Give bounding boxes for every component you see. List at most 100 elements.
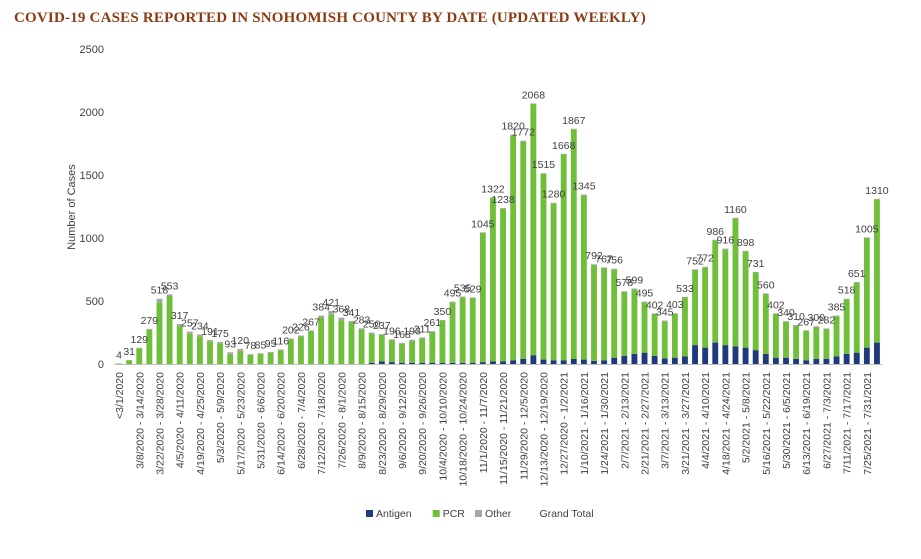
- bar-other: [308, 330, 314, 332]
- bar-other: [793, 324, 800, 326]
- data-label: 518: [151, 285, 169, 297]
- x-tick-label: 6/13/2021 - 6/19/2021: [801, 372, 813, 475]
- bar-antigen: [641, 352, 648, 364]
- x-tick-label: 3/22/2020 - 3/28/2020: [154, 372, 166, 475]
- bar-antigen: [671, 357, 678, 364]
- x-tick-label: 5/2/2021 - 5/8/2021: [741, 372, 753, 463]
- bar-antigen: [702, 347, 709, 364]
- bar-pcr: [853, 282, 860, 353]
- data-label: 535: [454, 283, 472, 295]
- data-label: 385: [828, 301, 846, 313]
- bar-pcr: [257, 353, 264, 364]
- bar-antigen: [803, 360, 810, 364]
- bar-other: [580, 194, 587, 196]
- bar-other: [540, 173, 547, 174]
- bar-antigen: [783, 357, 789, 364]
- y-tick-label: 1000: [80, 233, 104, 245]
- bar-antigen: [570, 358, 577, 364]
- bar-antigen: [732, 346, 739, 364]
- bar-antigen: [429, 362, 436, 364]
- bar-other: [136, 347, 143, 349]
- data-label: 1160: [724, 204, 747, 216]
- bar-other: [510, 134, 517, 136]
- bar-other: [530, 103, 537, 105]
- x-tick-label: 3/8/2020 - 3/14/2020: [134, 372, 146, 469]
- bar-pcr: [833, 316, 840, 357]
- bar-other: [479, 232, 486, 233]
- bar-antigen: [459, 362, 466, 364]
- bar-antigen: [388, 362, 395, 364]
- bar-other: [287, 338, 294, 340]
- x-tick-label: 4/19/2020 - 4/25/2020: [195, 372, 207, 475]
- bar-antigen: [409, 362, 416, 364]
- x-tick-label: 9/20/2020 - 9/26/2020: [417, 372, 429, 475]
- bar-other: [490, 197, 496, 198]
- bar-other: [277, 349, 284, 351]
- x-tick-label: 6/27/2021 - 7/3/2021: [821, 372, 833, 469]
- bar-antigen: [378, 361, 385, 364]
- bar-antigen: [661, 358, 668, 364]
- bar-pcr: [308, 331, 314, 364]
- bar-other: [358, 328, 365, 330]
- data-label: 202: [282, 325, 300, 337]
- bar-other: [611, 268, 618, 270]
- data-label: 4: [116, 350, 122, 362]
- bar-pcr: [692, 269, 698, 346]
- bar-pcr: [368, 333, 375, 363]
- bar-other: [712, 239, 719, 241]
- data-label: 767: [595, 253, 613, 265]
- x-tick-label: 4/18/2021 - 4/24/2021: [720, 372, 732, 475]
- bar-antigen: [772, 357, 779, 364]
- data-label: 93: [224, 338, 236, 350]
- bar-other: [469, 297, 476, 298]
- x-tick-label: 1/24/2021 - 1/30/2021: [599, 372, 611, 475]
- bar-pcr: [348, 322, 355, 364]
- bar-other: [419, 337, 426, 339]
- data-label: 916: [717, 235, 735, 247]
- bar-antigen: [833, 356, 840, 364]
- x-tick-label: 2/7/2021 - 2/13/2021: [619, 372, 631, 469]
- bar-antigen: [500, 361, 506, 364]
- data-label: 772: [696, 253, 714, 265]
- y-tick-label: 0: [98, 359, 104, 371]
- x-tick-label: 6/14/2020 - 6/20/2020: [276, 372, 288, 475]
- data-label: 1668: [552, 140, 576, 152]
- bar-antigen: [439, 362, 446, 364]
- bar-pcr: [843, 299, 850, 354]
- bar-other: [318, 315, 325, 318]
- bar-antigen: [742, 347, 749, 364]
- bar-pcr: [783, 321, 789, 358]
- data-label: 95: [265, 338, 277, 350]
- bar-pcr: [550, 203, 557, 361]
- bar-other: [732, 217, 739, 219]
- data-label: 340: [777, 307, 795, 319]
- bar-other: [247, 354, 254, 355]
- data-label: 403: [666, 299, 684, 311]
- data-label: 283: [353, 314, 371, 326]
- data-label: 250: [363, 319, 381, 331]
- y-axis-ticks: 0 500 1000 1500 2000 2500: [80, 44, 104, 371]
- bar-other: [591, 264, 597, 265]
- bar-antigen: [560, 360, 567, 364]
- bar-antigen: [419, 362, 426, 364]
- data-label: 553: [161, 280, 179, 292]
- bar-pcr: [510, 135, 517, 361]
- bar-other: [570, 128, 577, 130]
- bar-other: [833, 315, 840, 317]
- bar-pcr: [449, 302, 456, 363]
- bar-other: [813, 326, 820, 327]
- bar-other: [399, 342, 405, 344]
- bar-pcr: [742, 251, 749, 348]
- x-tick-label: 5/16/2021 - 5/22/2021: [761, 372, 773, 475]
- bar-other: [803, 330, 810, 331]
- data-label: 267: [302, 316, 320, 328]
- bar-other: [298, 335, 304, 337]
- bar-pcr: [772, 313, 779, 358]
- data-label: 129: [130, 334, 148, 346]
- x-tick-label: 10/18/2020 - 10/24/2020: [458, 372, 470, 487]
- bar-antigen: [479, 362, 486, 364]
- x-tick-label: 5/30/2021 - 6/5/2021: [781, 372, 793, 469]
- bar-antigen: [368, 362, 375, 364]
- x-tick-label: 7/11/2021 - 7/17/2021: [842, 372, 854, 474]
- bar-antigen: [853, 352, 860, 364]
